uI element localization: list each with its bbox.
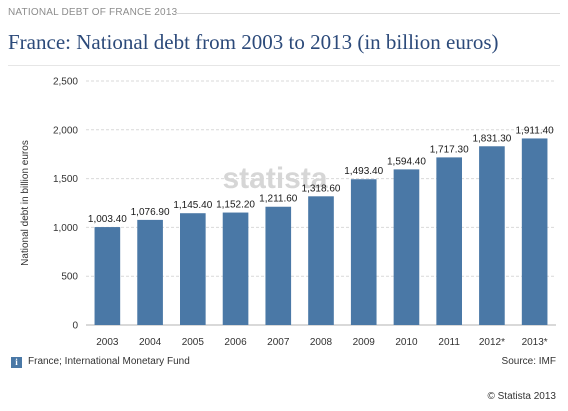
- x-tick-label: 2007: [267, 337, 290, 348]
- bar-chart: 0 500 1,000 1,500 2,000 2,500 National debt in…: [20, 77, 556, 348]
- bar: [479, 146, 505, 325]
- y-tick-label: 2,000: [53, 125, 78, 136]
- x-tick-label: 2013*: [522, 337, 548, 348]
- data-label: 1,145.40: [173, 200, 212, 211]
- y-tick-label: 0: [72, 321, 78, 332]
- x-tick-label: 2006: [224, 337, 247, 348]
- data-label: 1,717.30: [430, 144, 469, 155]
- y-axis-label: National debt in billion euros: [20, 140, 31, 266]
- y-tick-label: 1,000: [53, 223, 78, 234]
- data-label: 1,831.30: [472, 133, 511, 144]
- bar: [521, 138, 548, 325]
- source-label: Source: IMF: [501, 356, 556, 367]
- bar: [137, 219, 163, 325]
- data-label: 1,911.40: [516, 125, 555, 136]
- chart-kicker: NATIONAL DEBT OF FRANCE 2013: [8, 7, 178, 18]
- data-label: 1,493.40: [344, 166, 383, 177]
- x-tick-label: 2011: [438, 337, 460, 348]
- chart-title: France: National debt from 2003 to 2013 …: [8, 30, 499, 54]
- data-label: 1,152.20: [216, 200, 255, 211]
- x-tick-label: 2012*: [479, 337, 505, 348]
- x-tick-label: 2003: [96, 337, 119, 348]
- data-label: 1,211.60: [259, 194, 298, 205]
- watermark: statista: [222, 162, 327, 195]
- y-tick-label: 500: [61, 272, 78, 283]
- region-note: France; International Monetary Fund: [28, 356, 190, 367]
- bar: [436, 157, 462, 325]
- data-label: 1,003.40: [88, 214, 127, 225]
- bar: [265, 206, 292, 325]
- copyright-label: © Statista 2013: [487, 391, 556, 402]
- y-tick-label: 2,500: [53, 77, 78, 88]
- kicker-divider: [176, 13, 560, 14]
- x-tick-label: 2008: [310, 337, 333, 348]
- bar: [393, 169, 420, 325]
- x-tick-label: 2005: [182, 337, 205, 348]
- x-tick-label: 2010: [395, 337, 418, 348]
- data-label: 1,318.60: [302, 183, 341, 194]
- bar: [308, 196, 334, 325]
- data-label: 1,594.40: [387, 156, 426, 167]
- y-tick-label: 1,500: [53, 174, 78, 185]
- x-tick-label: 2004: [139, 337, 162, 348]
- bar: [222, 212, 249, 325]
- bar: [180, 213, 206, 325]
- title-divider: [8, 65, 560, 66]
- bar: [350, 179, 377, 325]
- x-tick-label: 2009: [353, 337, 376, 348]
- data-label: 1,076.90: [131, 207, 170, 218]
- info-icon[interactable]: i: [11, 357, 22, 368]
- bar: [94, 227, 121, 325]
